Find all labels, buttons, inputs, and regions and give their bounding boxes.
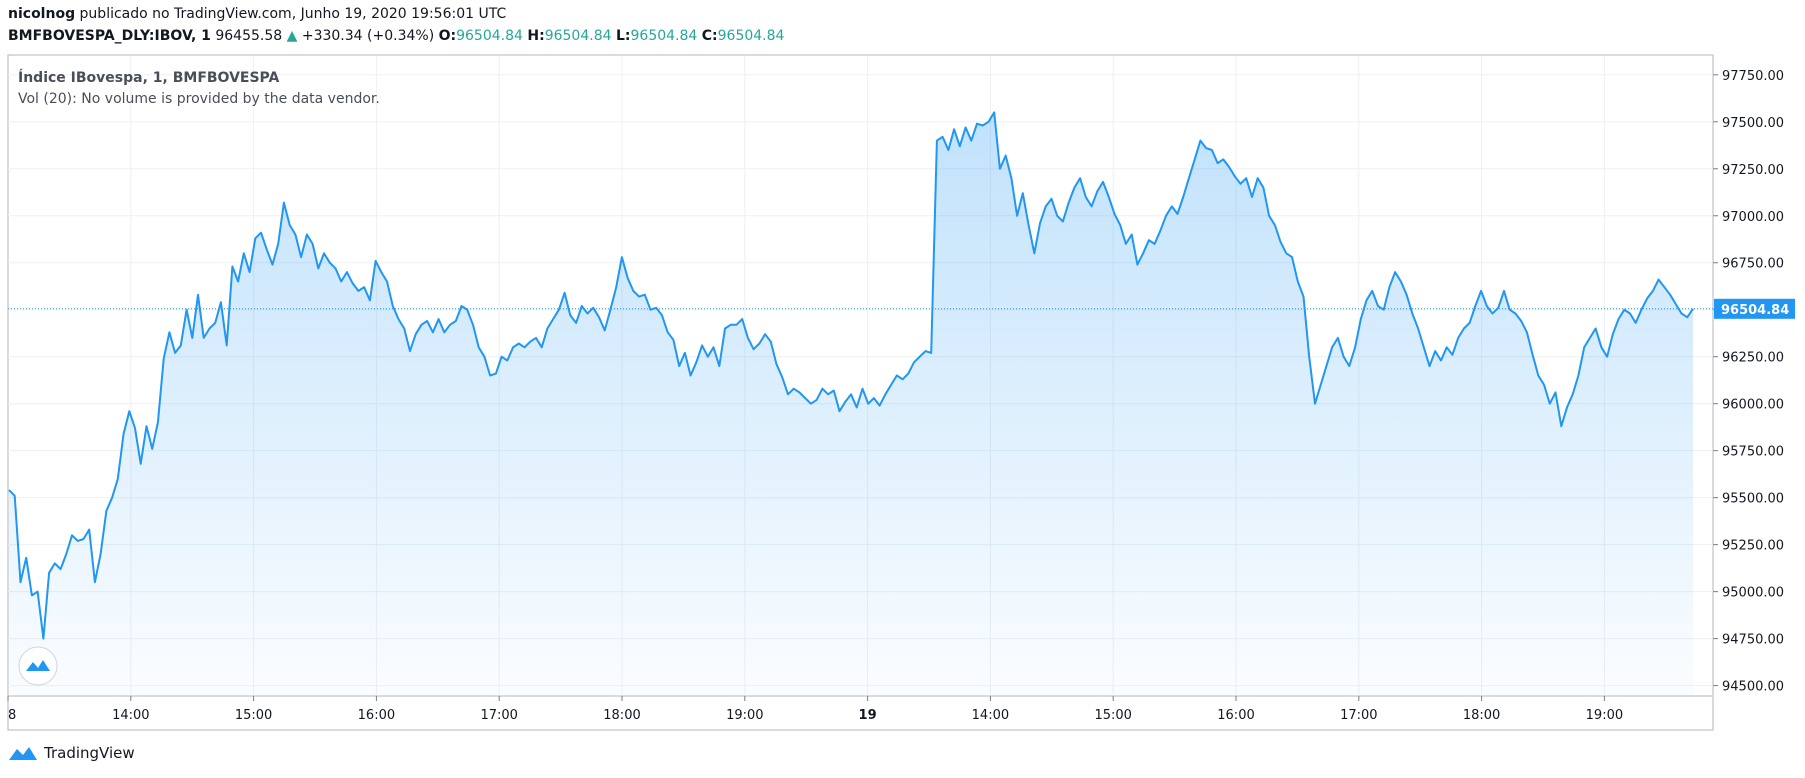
time-axis[interactable]: 8 14:00 15:00 16:00 17:00 18:00 19:00 19 14:00 15…	[7, 696, 1623, 723]
y-tick-label: 97500.00	[1722, 116, 1784, 131]
price-change: +330.34 (+0.34%)	[301, 28, 435, 44]
y-tick-label: 94500.00	[1722, 680, 1784, 695]
y-tick-label: 96250.00	[1722, 351, 1784, 366]
y-tick-label: 95500.00	[1722, 492, 1784, 507]
last-price-badge	[1714, 298, 1795, 319]
volume-note: Vol (20): No volume is provided by the d…	[18, 91, 380, 107]
y-tick-label: 95750.00	[1722, 445, 1784, 460]
last-price-label: 96504.84	[1721, 303, 1789, 318]
publish-info: nicolnog publicado no TradingView.com, J…	[8, 6, 506, 22]
series-area	[9, 112, 1693, 695]
y-tick-label: 97250.00	[1722, 163, 1784, 178]
y-tick-label: 94750.00	[1722, 633, 1784, 648]
last-price: 96455.58	[215, 28, 283, 44]
x-tick-label: 19	[859, 708, 877, 723]
low-value: 96504.84	[630, 28, 698, 44]
x-tick-label: 15:00	[1094, 708, 1131, 723]
y-tick-label: 95250.00	[1722, 539, 1784, 554]
tradingview-logo-icon	[9, 747, 37, 760]
published-text: publicado no TradingView.com, Junho 19, …	[79, 6, 507, 22]
author-name[interactable]: nicolnog	[8, 6, 76, 22]
price-axis[interactable]: 94500.00 94750.00 95000.00 95250.00 95500.00…	[1713, 69, 1795, 695]
tradingview-footer[interactable]: TradingView	[8, 744, 135, 762]
x-tick-label: 17:00	[1340, 708, 1377, 723]
y-tick-label: 96750.00	[1722, 257, 1784, 272]
open-value: 96504.84	[456, 28, 523, 44]
symbol-name: BMFBOVESPA_DLY:IBOV, 1	[8, 28, 211, 44]
low-label: L:	[615, 28, 631, 44]
ohlc-bar: BMFBOVESPA_DLY:IBOV, 1 96455.58 ▲ +330.3…	[8, 28, 784, 44]
open-label: O:	[438, 28, 457, 44]
x-tick-label: 18:00	[603, 708, 640, 723]
x-tick-label: 16:00	[358, 708, 395, 723]
y-tick-label: 95000.00	[1722, 586, 1784, 601]
y-tick-label: 97750.00	[1722, 69, 1784, 84]
x-tick-label: 14:00	[972, 708, 1009, 723]
up-triangle-icon: ▲	[286, 28, 298, 44]
close-value: 96504.84	[717, 28, 785, 44]
chart-logo-icon[interactable]	[18, 646, 58, 686]
x-tick-label: 17:00	[480, 708, 517, 723]
plot-area[interactable]	[8, 111, 1713, 695]
x-tick-label: 19:00	[726, 708, 763, 723]
x-tick-label: 18:00	[1463, 708, 1500, 723]
high-value: 96504.84	[544, 28, 612, 44]
x-tick-label: 19:00	[1586, 708, 1623, 723]
close-label: C:	[701, 28, 718, 44]
legend-title: Índice IBovespa, 1, BMFBOVESPA	[18, 69, 280, 86]
series-line	[8, 111, 1694, 640]
x-tick-label: 16:00	[1217, 708, 1254, 723]
y-tick-label: 97000.00	[1722, 210, 1784, 225]
y-tick-label: 96000.00	[1722, 398, 1784, 413]
tradingview-brand: TradingView	[44, 744, 135, 762]
x-tick-label: 15:00	[235, 708, 272, 723]
x-tick-label: 8	[8, 708, 16, 723]
x-tick-label: 14:00	[112, 708, 149, 723]
high-label: H:	[527, 28, 545, 44]
